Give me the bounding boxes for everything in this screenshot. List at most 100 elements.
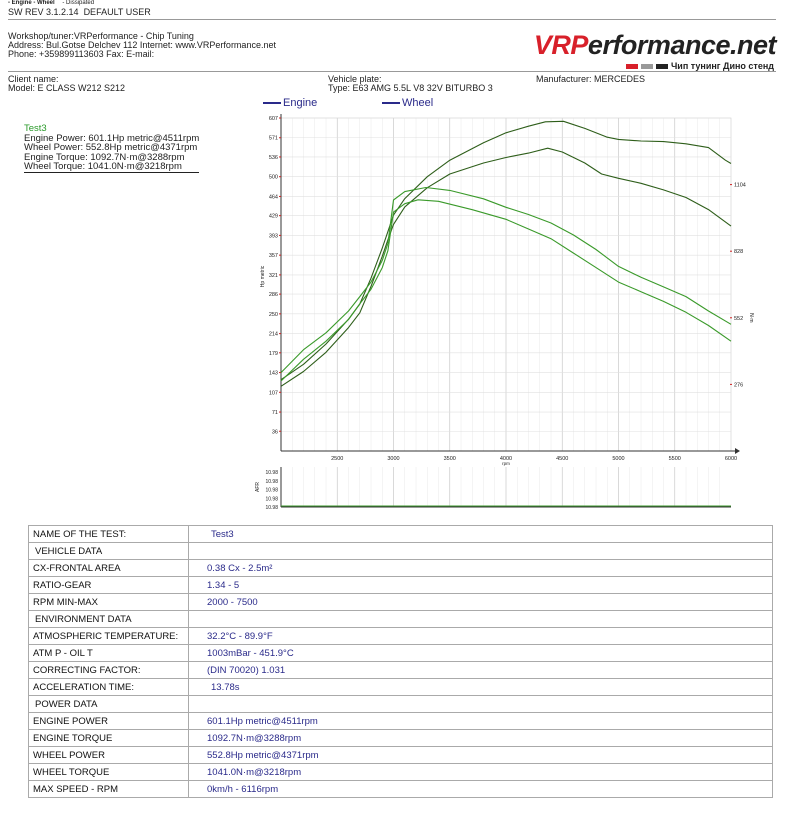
- workshop-line2: Address: Bul.Gotse Delchev 112 Internet:…: [8, 40, 276, 50]
- table-row: WHEEL POWER 552.8Hp metric@4371rpm: [28, 746, 773, 764]
- series-line-wheel-right: [280, 199, 732, 382]
- afr-tick-label: 10.98: [265, 496, 278, 502]
- logo-red-bar: [625, 63, 638, 69]
- table-key: ENGINE POWER: [28, 712, 189, 730]
- test-wheel-power: Wheel Power: 552.8Hp metric@4371rpm: [24, 142, 198, 153]
- table-value: 1.34 - 5: [188, 576, 773, 594]
- legend-wheel: Wheel: [382, 97, 433, 109]
- y-tick-label: 250: [269, 312, 278, 318]
- chart-axes: [280, 114, 740, 454]
- y-tick-label: 71: [272, 410, 278, 416]
- table-row: ATMOSPHERIC TEMPERATURE: 32.2°C - 89.9°F: [28, 627, 773, 645]
- y-tick-label: 571: [269, 136, 278, 142]
- table-key: CX-FRONTAL AREA: [28, 559, 189, 577]
- y2-tick-label: 1104: [734, 183, 746, 189]
- table-key: ATM P - OIL T: [28, 644, 189, 662]
- table-key: RPM MIN-MAX: [28, 593, 189, 611]
- test-summary: Test3 Engine Power: 601.1Hp metric@4511r…: [24, 124, 200, 173]
- table-key: CORRECTING FACTOR:: [28, 661, 189, 679]
- test-wheel-torque: Wheel Torque: 1041.0N·m@3218rpm: [24, 162, 200, 173]
- y-tick-label: 393: [269, 233, 278, 239]
- table-key: POWER DATA: [28, 695, 189, 713]
- x-tick-label: 5500: [669, 456, 681, 462]
- test-data-table: NAME OF THE TEST: Test3 VEHICLE DATA CX-FRO…: [28, 525, 773, 798]
- series-line-engine-right: [280, 186, 732, 373]
- x-tick-label: 4000: [500, 456, 512, 462]
- dyno-chart: 36 71 107 143 179 214 250 286 321 357 393 429 464 500…: [255, 114, 754, 511]
- top-legend-engine: - Engine: [8, 0, 32, 6]
- logo-dark-bar: [655, 63, 668, 69]
- manufacturer: Manufacturer: MERCEDES: [536, 74, 646, 84]
- table-row: CX-FRONTAL AREA 0.38 Cx - 2.5m²: [28, 559, 773, 577]
- table-value: 32.2°C - 89.9°F: [188, 627, 773, 645]
- table-value: 2000 - 7500: [188, 593, 773, 611]
- table-key: ENGINE TORQUE: [28, 729, 189, 747]
- table-key: WHEEL TORQUE: [28, 763, 189, 781]
- y-tick-label: 214: [269, 332, 278, 338]
- client-name-label: Client name:: [8, 74, 59, 84]
- vrp-logo: VRPerformance.net: [533, 30, 777, 61]
- chart-ticks: 36 71 107 143 179 214 250 286 321 357 393 429 464 500…: [260, 116, 754, 466]
- table-row: RPM MIN-MAX 2000 - 7500: [28, 593, 773, 611]
- table-key: WHEEL POWER: [28, 746, 189, 764]
- vehicle-plate-label: Vehicle plate:: [328, 74, 382, 84]
- y-tick-label: 357: [269, 253, 278, 259]
- afr-tick-label: 10.98: [265, 505, 278, 511]
- table-key: RATIO-GEAR: [28, 576, 189, 594]
- table-value: 1041.0N·m@3218rpm: [188, 763, 773, 781]
- y-tick-label: 286: [269, 292, 278, 298]
- divider-top: [8, 19, 776, 20]
- top-legend: - Engine - Wheel - Dissipated: [8, 0, 94, 6]
- vehicle-type: Type: E63 AMG 5.5L V8 32V BITURBO 3: [328, 83, 493, 93]
- top-legend-dissipated: - Dissipated: [62, 0, 95, 6]
- y2-axis-label: N·m: [748, 313, 754, 322]
- x-tick-label: 6000: [725, 456, 737, 462]
- table-value: 13.78s: [188, 678, 773, 696]
- table-key: MAX SPEED - RPM: [28, 780, 189, 798]
- series-line-wheel-left: [280, 147, 732, 387]
- y-tick-label: 107: [269, 390, 278, 396]
- table-row: CORRECTING FACTOR: (DIN 70020) 1.031: [28, 661, 773, 679]
- software-revision: SW REV 3.1.2.14 DEFAULT USER: [8, 7, 151, 17]
- afr-tick-label: 10.98: [265, 488, 278, 494]
- table-row: VEHICLE DATA: [28, 542, 773, 560]
- table-value: 0.38 Cx - 2.5m²: [188, 559, 773, 577]
- chart-grid: [280, 117, 732, 452]
- afr-tick-label: 10.98: [265, 479, 278, 485]
- test-engine-torque: Engine Torque: 1092.7N·m@3288rpm: [24, 151, 185, 163]
- x-tick-label: 5000: [612, 456, 624, 462]
- workshop-line1: Workshop/tuner:VRPerformance - Chip Tuni…: [8, 31, 194, 41]
- x-tick-label: 3000: [387, 456, 399, 462]
- sw-rev-text: SW REV 3.1.2.14: [8, 7, 79, 17]
- y-tick-label: 500: [269, 175, 278, 181]
- table-value: 601.1Hp metric@4511rpm: [188, 712, 773, 730]
- y-tick-label: 179: [269, 351, 278, 357]
- table-row: ENVIRONMENT DATA: [28, 610, 773, 628]
- x-tick-label: 4500: [556, 456, 568, 462]
- y-tick-label: 464: [269, 194, 278, 200]
- table-row: WHEEL TORQUE 1041.0N·m@3218rpm: [28, 763, 773, 781]
- table-value: [188, 610, 773, 628]
- table-row: ENGINE POWER 601.1Hp metric@4511rpm: [28, 712, 773, 730]
- afr-chart: 10.98 10.98 10.98 10.98 10.98 AFR: [255, 467, 731, 511]
- table-row: ENGINE TORQUE 1092.7N·m@3288rpm: [28, 729, 773, 747]
- logo-vrp: VRP: [533, 30, 589, 60]
- legend-engine-label: Engine: [283, 97, 318, 109]
- y-axis-label: Hp metric: [260, 265, 266, 287]
- table-value: 552.8Hp metric@4371rpm: [188, 746, 773, 764]
- series-line-engine-left: [280, 120, 732, 381]
- logo-subtitle: Чип тунинг Дино стенд: [625, 61, 774, 71]
- workshop-line3: Phone: +359899113603 Fax: E-mail:: [8, 49, 155, 59]
- y2-tick-label: 276: [734, 382, 743, 388]
- table-row: NAME OF THE TEST: Test3: [28, 525, 773, 543]
- table-value: (DIN 70020) 1.031: [188, 661, 773, 679]
- table-value: [188, 542, 773, 560]
- afr-tick-label: 10.98: [265, 470, 278, 476]
- top-legend-wheel: - Wheel: [33, 0, 55, 6]
- table-key: ACCELERATION TIME:: [28, 678, 189, 696]
- table-key: ENVIRONMENT DATA: [28, 610, 189, 628]
- user-text: DEFAULT USER: [83, 7, 151, 17]
- x-tick-label: 3500: [444, 456, 456, 462]
- table-row: POWER DATA: [28, 695, 773, 713]
- y-tick-label: 143: [269, 371, 278, 377]
